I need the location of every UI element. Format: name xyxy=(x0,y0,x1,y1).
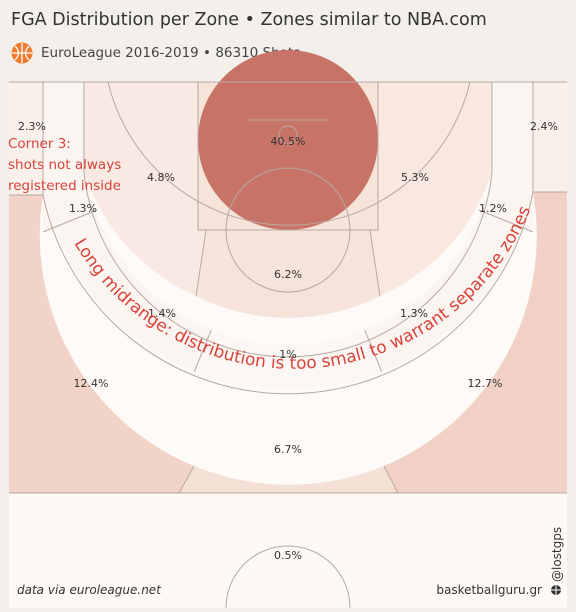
zone-layer xyxy=(9,50,567,608)
zone-label-left-wing-mid: 1.4% xyxy=(148,307,176,320)
zone-label-right-wing-mid: 1.3% xyxy=(400,307,428,320)
zone-right-wing-3 xyxy=(384,192,567,493)
zone-restricted-area xyxy=(198,50,378,230)
court-lines xyxy=(9,81,567,609)
zone-backcourt xyxy=(9,493,567,608)
corner-three-annotation: Corner 3: shots not always registered in… xyxy=(8,136,121,194)
center-3-right-edge xyxy=(383,465,399,494)
inner-arc xyxy=(83,82,493,358)
free-throw-circle-top xyxy=(225,167,351,231)
site-credit: basketballguru.gr xyxy=(436,583,542,597)
zone-right-wing-mid xyxy=(364,210,523,372)
zone-short-mid-right xyxy=(370,82,492,296)
author-credit: @lostgps xyxy=(550,527,564,582)
mid-divider-right xyxy=(364,329,383,372)
rim xyxy=(278,125,298,145)
zone-label-right-corner-mid: 1.2% xyxy=(479,202,507,215)
corner-annotation-line-2: shots not always xyxy=(8,157,121,173)
mid-divider-left xyxy=(193,329,212,372)
zone-label-short-mid-left: 4.8% xyxy=(147,171,175,184)
euroleague-ball-icon xyxy=(11,42,33,64)
zone-center-3 xyxy=(179,466,398,493)
zone-label-right-wing-3: 12.7% xyxy=(468,377,503,390)
zone-label-right-corner-3: 2.4% xyxy=(530,120,558,133)
paint-lane xyxy=(197,82,379,231)
zone-left-wing-mid xyxy=(53,210,212,372)
data-source-credit: data via euroleague.net xyxy=(17,583,162,597)
zone-label-left-wing-3: 12.4% xyxy=(74,377,109,390)
zone-label-left-corner-3: 2.3% xyxy=(18,120,46,133)
zone-right-corner-3 xyxy=(533,82,567,192)
zone-center-mid xyxy=(194,330,382,391)
zone-label-center-3: 6.7% xyxy=(274,443,302,456)
center-3-left-edge xyxy=(178,465,195,494)
zone-short-mid-left xyxy=(84,82,206,296)
zone-label-paint-non-ra: 6.2% xyxy=(274,268,302,281)
chart-title: FGA Distribution per Zone • Zones simila… xyxy=(11,10,487,30)
zone-label-center-mid: 1% xyxy=(279,348,296,361)
zone-label-short-mid-right: 5.3% xyxy=(401,171,429,184)
corner-annotation-line-1: Corner 3: xyxy=(8,136,71,152)
basketball-icon xyxy=(551,585,561,595)
zone-label-left-corner-mid: 1.3% xyxy=(69,202,97,215)
chart-subtitle: EuroLeague 2016-2019 • 86310 Shots xyxy=(41,45,301,61)
paint-left-divider xyxy=(195,229,207,297)
zone-right-corner-mid xyxy=(479,82,533,232)
corner-annotation-line-3: registered inside xyxy=(8,178,121,194)
zone-left-wing-3 xyxy=(9,195,194,493)
zone-label-restricted-area: 40.5% xyxy=(271,135,306,148)
center-circle xyxy=(225,545,351,609)
free-throw-circle xyxy=(225,229,351,293)
subtitle-row: EuroLeague 2016-2019 • 86310 Shots xyxy=(11,41,300,65)
paint-right-divider xyxy=(369,229,381,297)
right-wing-divider xyxy=(478,209,534,233)
short-mid-arc xyxy=(107,81,471,226)
zone-left-corner-3 xyxy=(9,82,43,195)
zone-label-layer: 40.5% 6.2% 4.8% 5.3% 1.3% 1.2% 1.4% 1.3% 1% 2.3% 2… xyxy=(18,120,558,562)
zone-label-backcourt: 0.5% xyxy=(274,549,302,562)
left-wing-divider xyxy=(42,209,98,233)
three-point-arc xyxy=(42,191,534,395)
